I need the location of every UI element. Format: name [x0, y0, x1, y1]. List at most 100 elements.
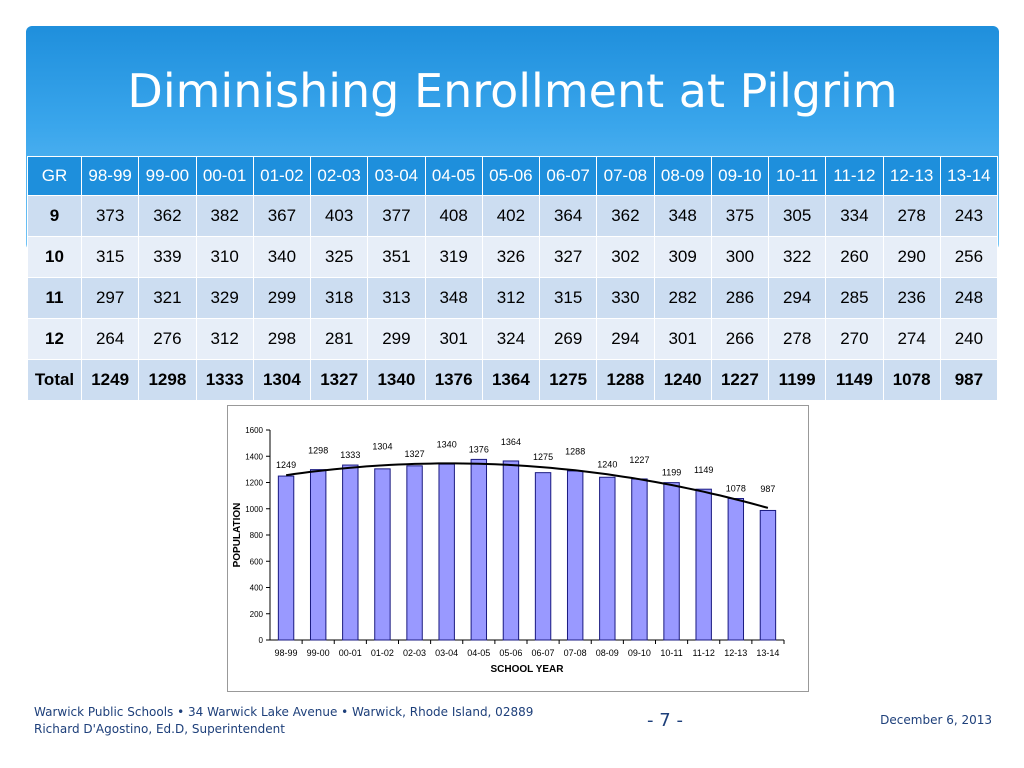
header-year: 06-07 — [538, 156, 598, 196]
data-label: 1078 — [726, 484, 746, 494]
table-cell: 312 — [195, 318, 254, 360]
table-cell: 260 — [825, 236, 884, 278]
row-label: 10 — [27, 236, 82, 278]
x-tick-label: 01-02 — [371, 648, 394, 658]
y-tick-label: 600 — [250, 557, 264, 566]
table-cell: 326 — [481, 236, 541, 278]
table-cell: 362 — [596, 195, 655, 237]
table-cell: 382 — [195, 195, 254, 237]
bar — [374, 468, 391, 641]
data-label: 1340 — [437, 439, 457, 449]
y-tick-label: 1000 — [245, 505, 263, 514]
data-label: 987 — [760, 484, 775, 494]
x-tick-label: 00-01 — [339, 648, 362, 658]
table-cell: 1227 — [710, 359, 770, 401]
table-cell: 256 — [939, 236, 999, 278]
x-axis-title: SCHOOL YEAR — [491, 664, 565, 675]
table-cell: 300 — [710, 236, 770, 278]
table-cell: 329 — [195, 277, 254, 319]
y-tick-label: 1600 — [245, 426, 263, 435]
table-cell: 319 — [424, 236, 483, 278]
table-row: Total 1249 1298 1333 1304 1327 1340 1376 1364 127… — [27, 359, 999, 401]
table-cell: 318 — [309, 277, 369, 319]
table-cell: 294 — [767, 277, 827, 319]
table-cell: 294 — [596, 318, 655, 360]
x-tick-label: 03-04 — [435, 648, 458, 658]
table-cell: 402 — [481, 195, 541, 237]
table-cell: 1249 — [80, 359, 140, 401]
header-grade-label: GR — [27, 156, 82, 196]
header-year: 98-99 — [80, 156, 140, 196]
y-tick-label: 0 — [259, 636, 264, 645]
table-cell: 348 — [424, 277, 483, 319]
x-tick-label: 07-08 — [564, 648, 587, 658]
table-cell: 302 — [596, 236, 655, 278]
table-cell: 1078 — [882, 359, 941, 401]
table-cell: 373 — [80, 195, 140, 237]
enrollment-table: GR 98-99 99-00 00-01 01-02 02-03 03-04 04-05 05-… — [27, 156, 999, 401]
trend-line — [285, 462, 769, 509]
bar — [502, 460, 520, 641]
bar — [470, 458, 488, 641]
page-number: - 7 - — [647, 710, 683, 731]
header-year: 05-06 — [481, 156, 541, 196]
table-cell: 236 — [882, 277, 941, 319]
x-tick-label: 02-03 — [403, 648, 426, 658]
table-row: 9 373 362 382 367 403 377 408 402 364 362 348 375 305… — [27, 195, 999, 237]
y-tick-label: 1400 — [245, 452, 263, 461]
table-cell: 309 — [653, 236, 712, 278]
table-cell: 1333 — [195, 359, 254, 401]
table-cell: 340 — [252, 236, 312, 278]
table-cell: 305 — [767, 195, 827, 237]
x-tick-label: 09-10 — [628, 648, 651, 658]
table-cell: 286 — [710, 277, 770, 319]
header-year: 11-12 — [825, 156, 884, 196]
table-cell: 278 — [767, 318, 827, 360]
x-tick-label: 06-07 — [532, 648, 555, 658]
table-cell: 377 — [367, 195, 426, 237]
header-year: 99-00 — [138, 156, 197, 196]
table-cell: 1327 — [309, 359, 369, 401]
x-tick-label: 13-14 — [756, 648, 779, 658]
table-cell: 334 — [825, 195, 884, 237]
x-tick-label: 11-12 — [693, 648, 715, 658]
bar — [534, 472, 552, 641]
table-cell: 281 — [309, 318, 369, 360]
table-cell: 351 — [367, 236, 426, 278]
x-tick-label: 12-13 — [724, 648, 747, 658]
header-year: 01-02 — [252, 156, 312, 196]
table-cell: 278 — [882, 195, 941, 237]
table-cell: 274 — [882, 318, 941, 360]
table-cell: 367 — [252, 195, 312, 237]
table-cell: 325 — [309, 236, 369, 278]
table-cell: 313 — [367, 277, 426, 319]
data-label: 1376 — [469, 444, 489, 454]
header-year: 03-04 — [367, 156, 426, 196]
table-cell: 301 — [424, 318, 483, 360]
table-cell: 310 — [195, 236, 254, 278]
footer-date: December 6, 2013 — [880, 713, 992, 727]
data-label: 1304 — [372, 441, 392, 451]
table-cell: 269 — [538, 318, 598, 360]
table-cell: 1149 — [825, 359, 884, 401]
table-cell: 327 — [538, 236, 598, 278]
header-year: 10-11 — [767, 156, 827, 196]
x-tick-label: 10-11 — [660, 648, 682, 658]
y-axis-title: POPULATION — [232, 503, 243, 568]
table-cell: 321 — [138, 277, 197, 319]
table-cell: 375 — [710, 195, 770, 237]
table-cell: 299 — [367, 318, 426, 360]
footer-address: Warwick Public Schools • 34 Warwick Lake… — [34, 704, 533, 738]
data-label: 1298 — [308, 446, 328, 456]
bar — [438, 463, 455, 641]
table-cell: 299 — [252, 277, 312, 319]
data-label: 1364 — [501, 437, 521, 447]
header-year: 00-01 — [195, 156, 254, 196]
bar — [599, 476, 616, 641]
header-year: 12-13 — [882, 156, 941, 196]
table-cell: 1288 — [596, 359, 655, 401]
table-cell: 1199 — [767, 359, 827, 401]
table-row: 11 297 321 329 299 318 313 348 312 315 330 282 286 29… — [27, 277, 999, 319]
table-cell: 324 — [481, 318, 541, 360]
table-cell: 1364 — [481, 359, 541, 401]
